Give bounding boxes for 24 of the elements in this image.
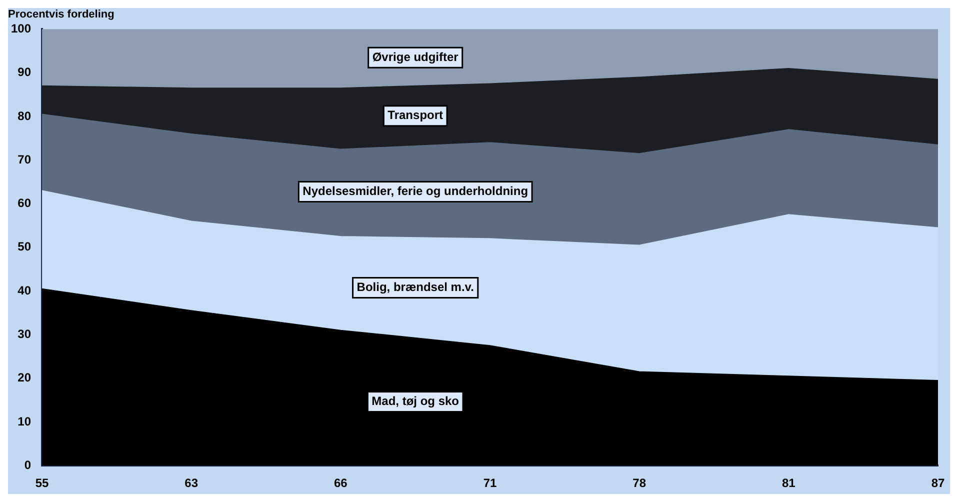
y-tick-label: 70 <box>18 152 32 166</box>
y-tick-label: 100 <box>10 22 32 36</box>
x-tick-label: 78 <box>632 476 646 490</box>
y-tick-label: 30 <box>18 326 32 341</box>
y-tick-label: 50 <box>18 240 32 254</box>
x-tick-label: 71 <box>483 476 498 490</box>
y-tick-label: 0 <box>24 458 32 472</box>
x-tick-label: 63 <box>184 476 198 490</box>
y-tick-label: 80 <box>18 108 32 123</box>
x-tick-label: 55 <box>35 476 50 490</box>
y-tick-label: 40 <box>18 283 32 298</box>
y-tick-label: 90 <box>18 65 32 80</box>
x-tick-label: 87 <box>931 476 945 490</box>
series-label: Mad, tøj og sko <box>372 394 460 408</box>
series-label: Øvrige udgifter <box>372 50 459 64</box>
series-label: Nydelsesmidler, ferie og underholdning <box>302 184 528 198</box>
y-tick-label: 60 <box>18 196 32 210</box>
x-tick-label: 81 <box>782 476 796 490</box>
y-tick-label: 10 <box>18 414 32 428</box>
y-tick-label: 20 <box>18 370 32 385</box>
chart-title: Procentvis fordeling <box>8 8 114 21</box>
x-tick-label: 66 <box>334 476 348 490</box>
series-label: Transport <box>388 108 444 122</box>
series-label: Bolig, brændsel m.v. <box>356 280 474 294</box>
